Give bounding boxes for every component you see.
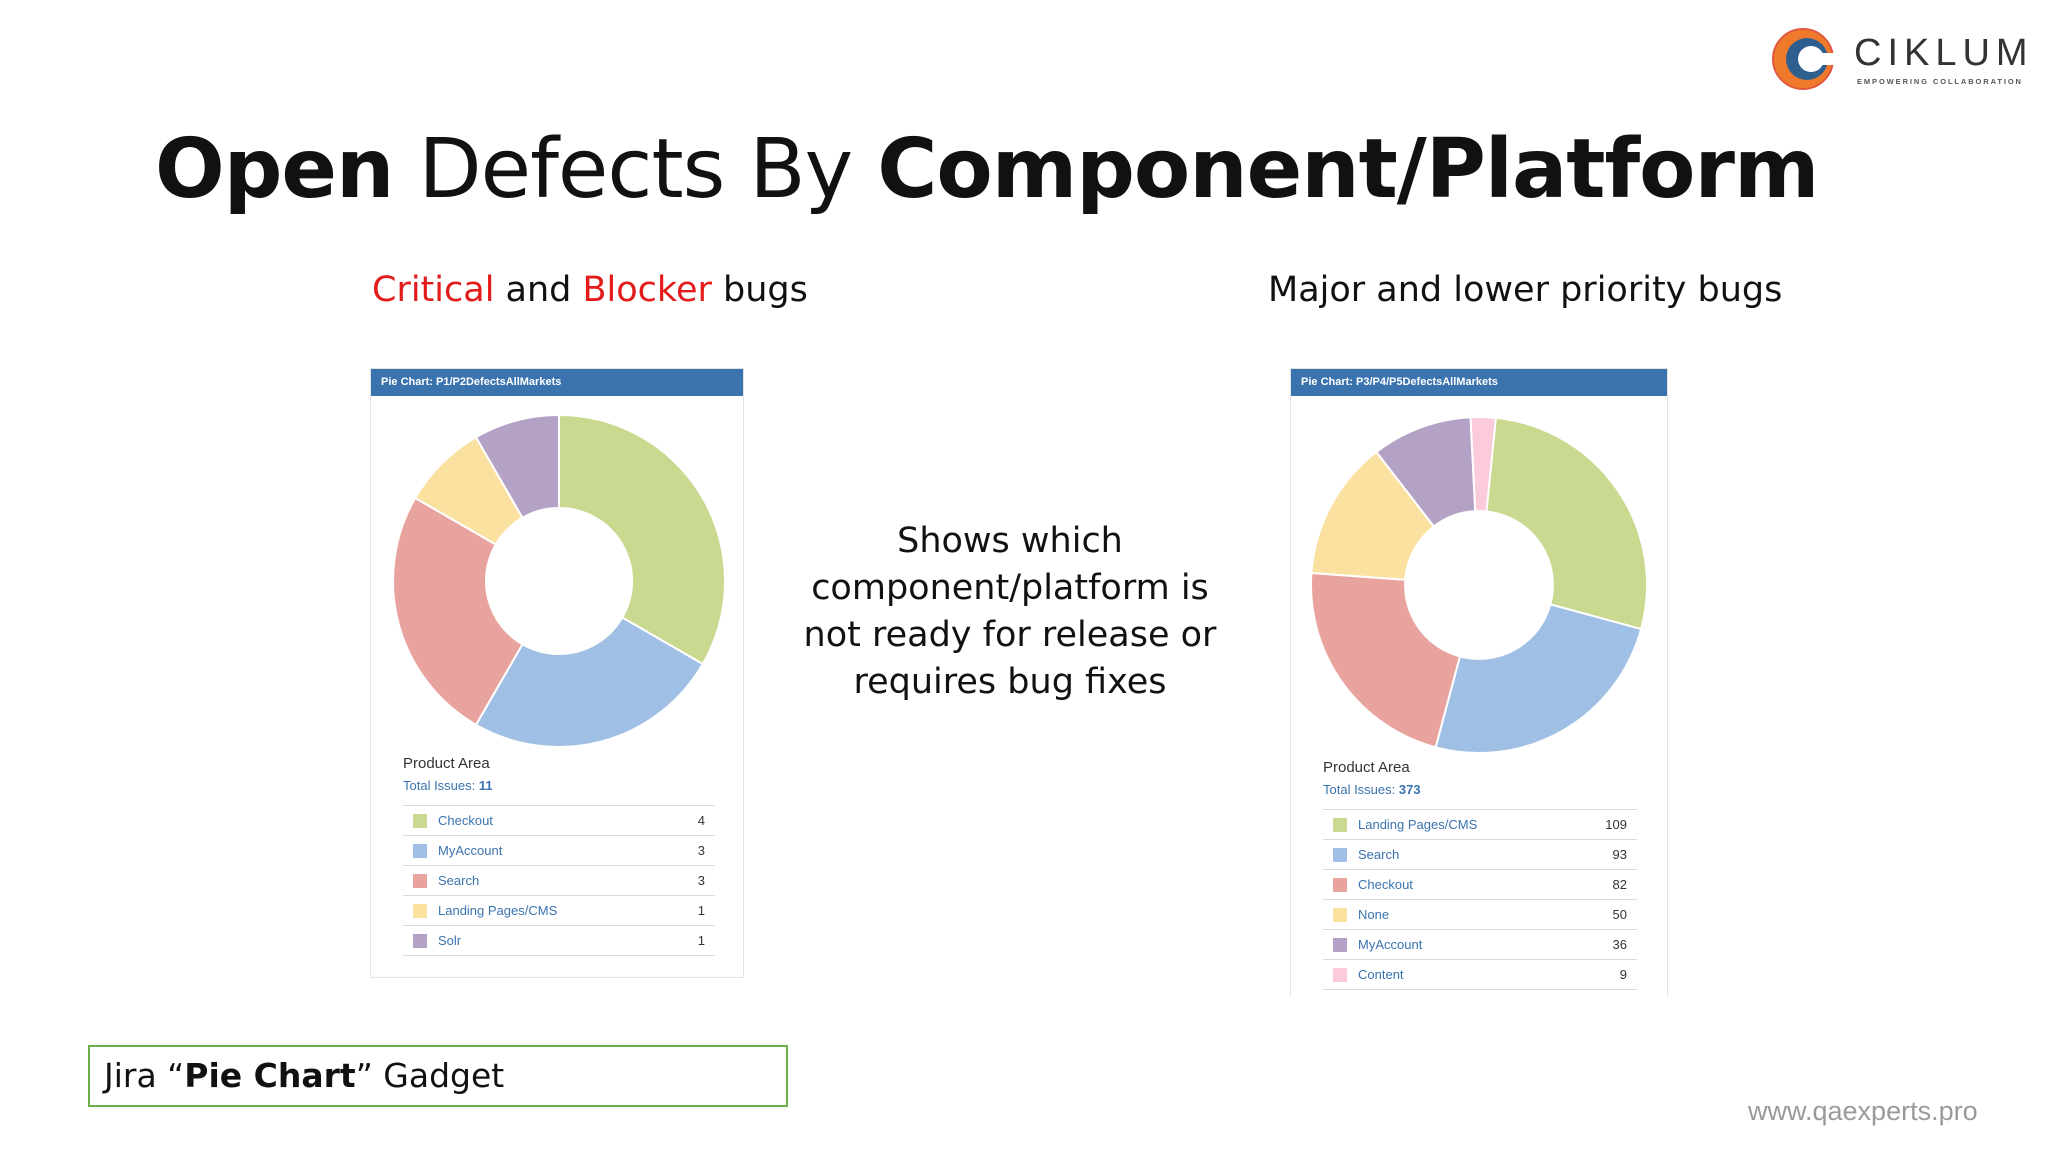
legend-row[interactable]: None 50: [1323, 899, 1637, 929]
legend-swatch: [413, 874, 427, 888]
legend-count: 109: [1605, 817, 1627, 832]
legend-count: 36: [1612, 937, 1627, 952]
legend-swatch: [1333, 908, 1347, 922]
caption-part-2: Pie Chart: [184, 1056, 356, 1095]
title-part-1: Open: [155, 122, 394, 217]
legend-category-link[interactable]: Search: [438, 873, 480, 888]
legend-swatch: [1333, 818, 1347, 832]
pie-slice-checkout[interactable]: [1310, 571, 1462, 749]
legend-row[interactable]: MyAccount 3: [403, 835, 715, 865]
legend-swatch: [1333, 968, 1347, 982]
title-part-3: Component/Platform: [877, 122, 1819, 217]
legend-category-link[interactable]: Checkout: [438, 813, 493, 828]
total-issues-value: 373: [1398, 782, 1421, 797]
page-title: Open Defects By Component/Platform: [155, 122, 1819, 217]
legend-count: 4: [697, 813, 705, 828]
pie-chart-left: [392, 413, 726, 748]
heading-and: and: [494, 270, 583, 310]
legend-category-link[interactable]: Content: [1358, 967, 1404, 982]
pie-slice-landing-pages-cms[interactable]: [1478, 415, 1648, 631]
legend-category-link[interactable]: MyAccount: [1358, 937, 1423, 952]
left-chart-heading: Critical and Blocker bugs: [372, 270, 808, 310]
caption-box: Jira “Pie Chart” Gadget: [88, 1045, 788, 1107]
pie-slice-none[interactable]: [1310, 450, 1436, 581]
legend-category-link[interactable]: Checkout: [1358, 877, 1413, 892]
total-issues-value: 11: [478, 778, 493, 793]
legend-category-link[interactable]: Landing Pages/CMS: [438, 903, 558, 918]
legend-count: 93: [1612, 847, 1627, 862]
legend-row[interactable]: Landing Pages/CMS 1: [403, 895, 715, 925]
caption-part-3: ” Gadget: [355, 1056, 505, 1095]
legend-count: 3: [697, 873, 705, 888]
legend-category-link[interactable]: MyAccount: [438, 843, 503, 858]
total-issues-label: Total Issues:: [1323, 782, 1399, 797]
pie-slice-checkout[interactable]: [558, 413, 726, 666]
right-chart-heading: Major and lower priority bugs: [1268, 270, 1783, 310]
ciklum-logo: CIKLUM EMPOWERING COLLABORATION: [1768, 26, 2028, 90]
heading-critical: Critical: [372, 270, 495, 310]
legend-swatch: [413, 814, 427, 828]
legend-count: 1: [697, 903, 705, 918]
legend-row[interactable]: Checkout 82: [1323, 869, 1637, 899]
product-area-label: Product Area: [403, 755, 490, 772]
total-issues: Total Issues: 373: [1323, 782, 1421, 797]
legend-count: 9: [1619, 967, 1627, 982]
heading-blocker: Blocker: [582, 270, 712, 310]
logo-text: CIKLUM: [1854, 32, 2034, 74]
product-area-label: Product Area: [1323, 759, 1410, 776]
legend-row[interactable]: Landing Pages/CMS 109: [1323, 809, 1637, 839]
gadget-header: Pie Chart: P1/P2DefectsAllMarkets: [371, 369, 743, 396]
pie-slice-search[interactable]: [1434, 603, 1643, 754]
total-issues: Total Issues: 11: [403, 778, 493, 793]
legend-swatch: [413, 844, 427, 858]
gadget-header: Pie Chart: P3/P4/P5DefectsAllMarkets: [1291, 369, 1667, 396]
logo-tagline: EMPOWERING COLLABORATION: [1857, 77, 2023, 86]
pie-slice-search[interactable]: [392, 496, 524, 727]
pie-slice-solr[interactable]: [474, 413, 560, 520]
legend-row[interactable]: Content 9: [1323, 959, 1637, 990]
center-description: Shows which component/platform is not re…: [803, 521, 1217, 702]
legend-count: 82: [1612, 877, 1627, 892]
legend-category-link[interactable]: Solr: [438, 933, 462, 948]
legend-category-link[interactable]: Search: [1358, 847, 1400, 862]
legend-swatch: [413, 904, 427, 918]
footer-url: www.qaexperts.pro: [1748, 1096, 1978, 1126]
legend-swatch: [413, 934, 427, 948]
legend-category-link[interactable]: Landing Pages/CMS: [1358, 817, 1478, 832]
legend-row[interactable]: Search 93: [1323, 839, 1637, 869]
pie-slice-myaccount[interactable]: [474, 616, 705, 748]
legend-category-link[interactable]: None: [1358, 907, 1390, 922]
legend-count: 50: [1612, 907, 1627, 922]
title-part-2: Defects By: [393, 122, 878, 217]
legend-left: Checkout 4 MyAccount 3 Search 3 Landing Pages/…: [403, 805, 715, 956]
pie-chart-gadget-right: Pie Chart: P3/P4/P5DefectsAllMarkets Pro…: [1290, 368, 1668, 997]
ciklum-logo-icon: [1772, 28, 1834, 90]
legend-count: 1: [697, 933, 705, 948]
caption-part-1: Jira “: [104, 1056, 185, 1095]
pie-slice-content[interactable]: [1469, 416, 1498, 513]
legend-row[interactable]: Search 3: [403, 865, 715, 895]
pie-chart-right: [1310, 415, 1648, 754]
pie-chart-gadget-left: Pie Chart: P1/P2DefectsAllMarkets Produc…: [370, 368, 744, 978]
legend-row[interactable]: MyAccount 36: [1323, 929, 1637, 959]
legend-swatch: [1333, 878, 1347, 892]
legend-row[interactable]: Solr 1: [403, 925, 715, 956]
legend-row[interactable]: Checkout 4: [403, 805, 715, 835]
legend-swatch: [1333, 848, 1347, 862]
heading-bugs: bugs: [711, 270, 808, 310]
legend-count: 3: [697, 843, 705, 858]
legend-right: Landing Pages/CMS 109 Search 93 Checkout 82 No…: [1323, 809, 1637, 990]
legend-swatch: [1333, 938, 1347, 952]
total-issues-label: Total Issues:: [403, 778, 479, 793]
